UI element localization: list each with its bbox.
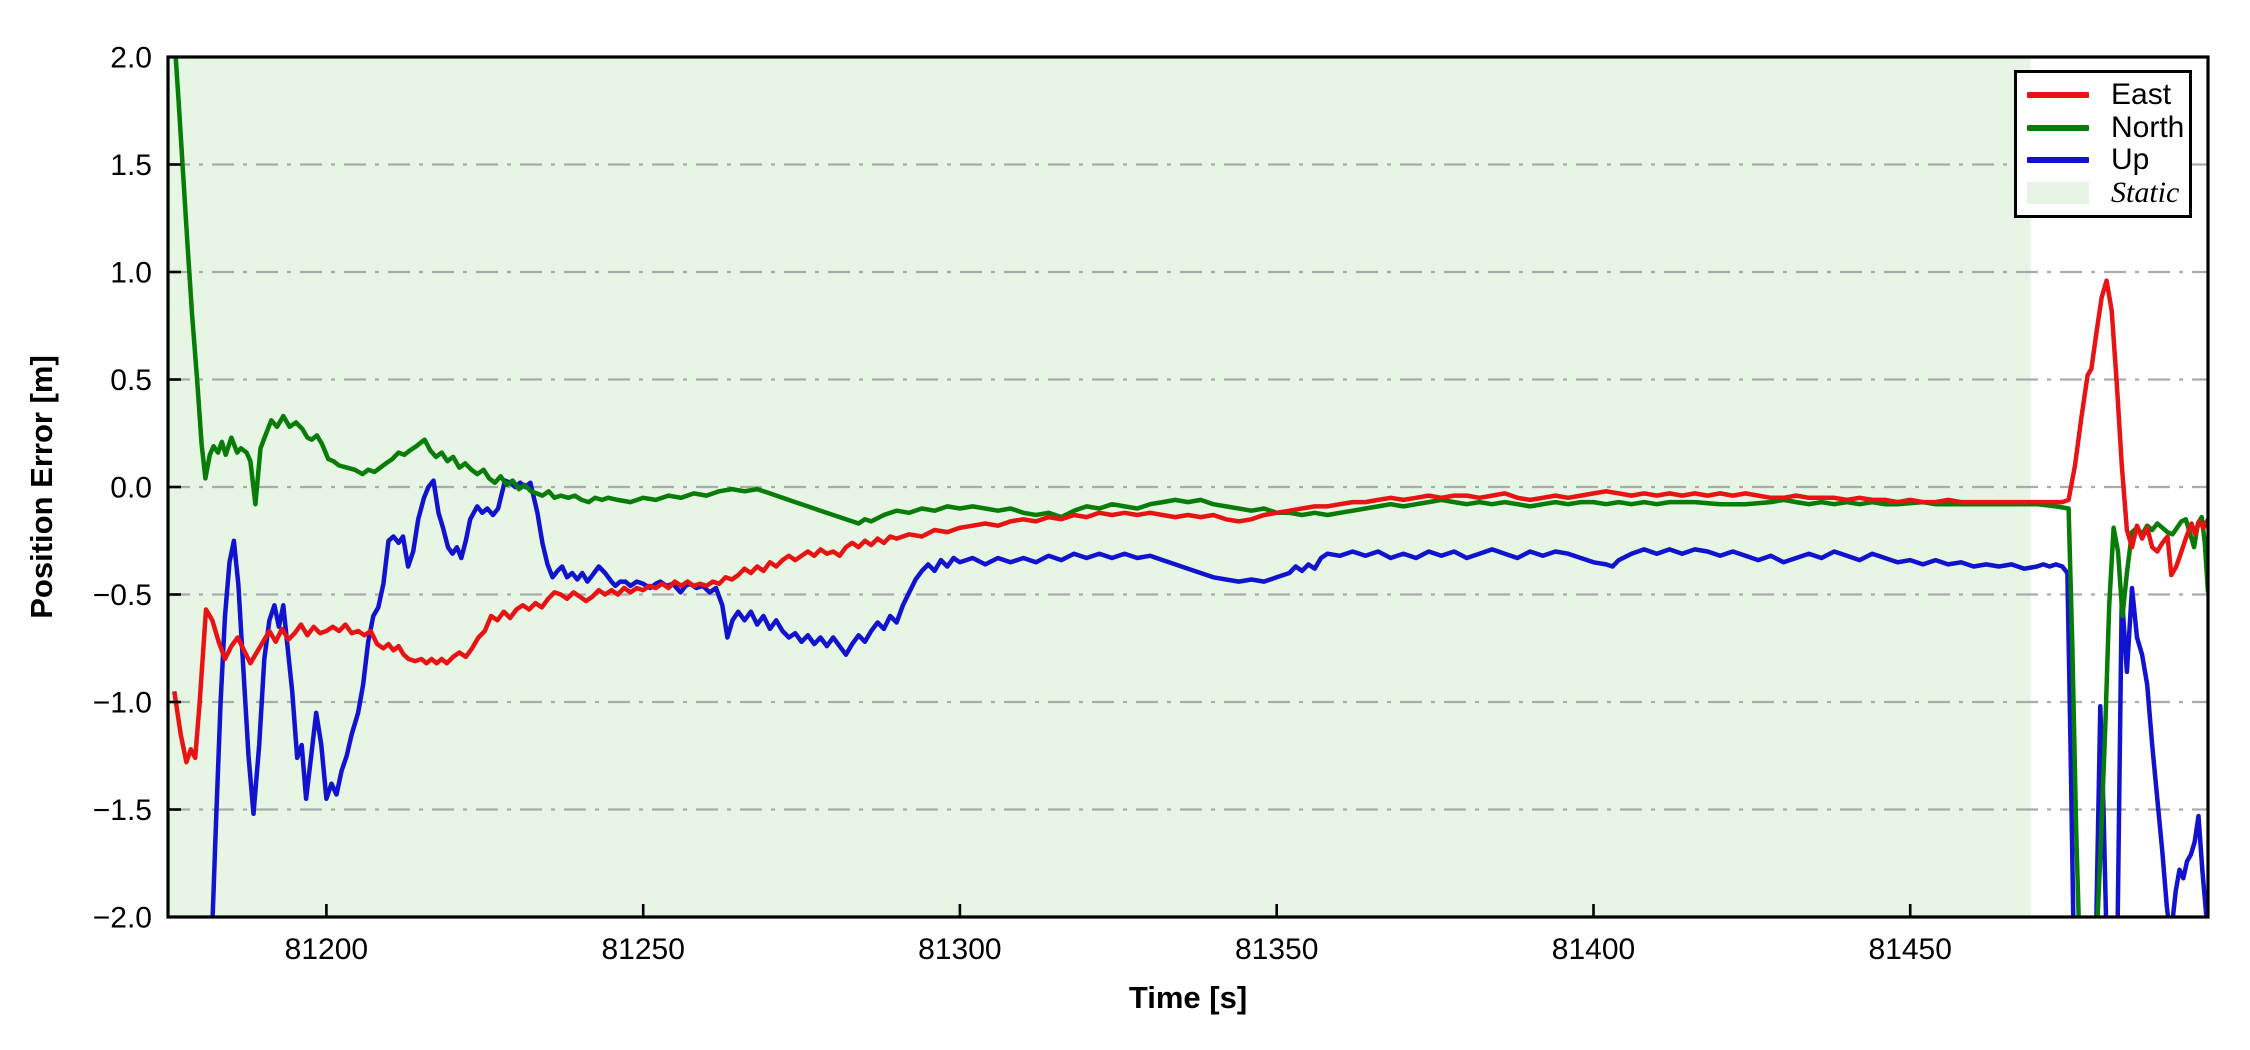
- north-line-swatch: [2027, 124, 2089, 131]
- up-line-swatch: [2027, 157, 2089, 164]
- y-tick-labels: 2.0 1.5 1.0 0.5 0.0 −0.5 −1.0 −1.5 −2.0: [93, 42, 152, 935]
- y-tick-label: −0.5: [93, 579, 152, 612]
- legend-item-up: Up: [2027, 145, 2189, 176]
- legend-item-static: Static: [2027, 177, 2189, 208]
- y-axis-label: Position Error [m]: [24, 355, 59, 619]
- x-tick-label: 81250: [601, 933, 684, 966]
- y-tick-label: 1.0: [110, 257, 152, 290]
- x-tick-label: 81200: [285, 933, 368, 966]
- legend: East North Up Static: [2014, 70, 2192, 218]
- x-axis-label: Time [s]: [1129, 980, 1247, 1015]
- y-tick-label: 0.5: [110, 364, 152, 397]
- tick-marks: [166, 55, 1912, 919]
- legend-item-north: North: [2027, 112, 2189, 143]
- legend-label-up: Up: [2111, 143, 2150, 177]
- y-tick-label: −2.0: [93, 902, 152, 935]
- x-tick-labels: 81200 81250 81300 81350 81400 81450: [285, 933, 1952, 966]
- legend-label-north: North: [2111, 110, 2185, 144]
- x-tick-label: 81300: [918, 933, 1001, 966]
- y-tick-label: 2.0: [110, 42, 152, 75]
- y-tick-label: 1.5: [110, 149, 152, 182]
- y-tick-label: 0.0: [110, 472, 152, 505]
- legend-label-east: East: [2111, 78, 2172, 112]
- legend-label-static: Static: [2111, 175, 2180, 209]
- x-tick-label: 81350: [1235, 933, 1318, 966]
- y-tick-label: −1.0: [93, 687, 152, 720]
- up-line: [210, 478, 2208, 917]
- east-line: [172, 278, 2208, 765]
- gridlines: [168, 163, 2208, 811]
- x-tick-label: 81450: [1868, 933, 1951, 966]
- east-line-swatch: [2027, 92, 2089, 99]
- y-tick-label: −1.5: [93, 794, 152, 827]
- x-tick-label: 81400: [1552, 933, 1635, 966]
- legend-item-east: East: [2027, 80, 2189, 111]
- series-group: [172, 57, 2208, 917]
- static-patch-swatch: [2027, 181, 2089, 204]
